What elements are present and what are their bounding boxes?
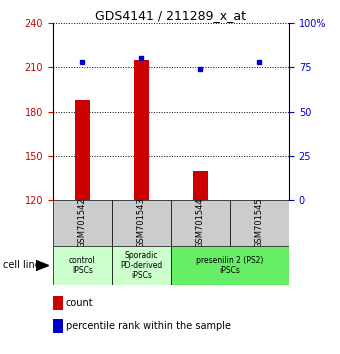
Bar [75, 100, 90, 200]
FancyBboxPatch shape [53, 246, 112, 285]
Text: GSM701542: GSM701542 [78, 198, 87, 249]
Bar [134, 60, 149, 200]
Text: count: count [66, 298, 93, 308]
FancyBboxPatch shape [112, 246, 171, 285]
FancyBboxPatch shape [171, 246, 289, 285]
FancyBboxPatch shape [171, 200, 230, 246]
Text: GSM701543: GSM701543 [137, 198, 146, 249]
FancyBboxPatch shape [53, 200, 112, 246]
Bar [193, 171, 208, 200]
Bar [53, 319, 63, 332]
Polygon shape [36, 261, 49, 270]
Bar [53, 296, 63, 309]
Text: presenilin 2 (PS2)
iPSCs: presenilin 2 (PS2) iPSCs [196, 256, 264, 275]
Text: control
IPSCs: control IPSCs [69, 256, 96, 275]
Text: cell line: cell line [3, 261, 41, 270]
Title: GDS4141 / 211289_x_at: GDS4141 / 211289_x_at [95, 9, 246, 22]
Text: GSM701544: GSM701544 [196, 198, 205, 249]
FancyBboxPatch shape [112, 200, 171, 246]
FancyBboxPatch shape [230, 200, 289, 246]
Text: percentile rank within the sample: percentile rank within the sample [66, 321, 231, 331]
Text: GSM701545: GSM701545 [255, 198, 264, 249]
Text: Sporadic
PD-derived
iPSCs: Sporadic PD-derived iPSCs [120, 251, 163, 280]
